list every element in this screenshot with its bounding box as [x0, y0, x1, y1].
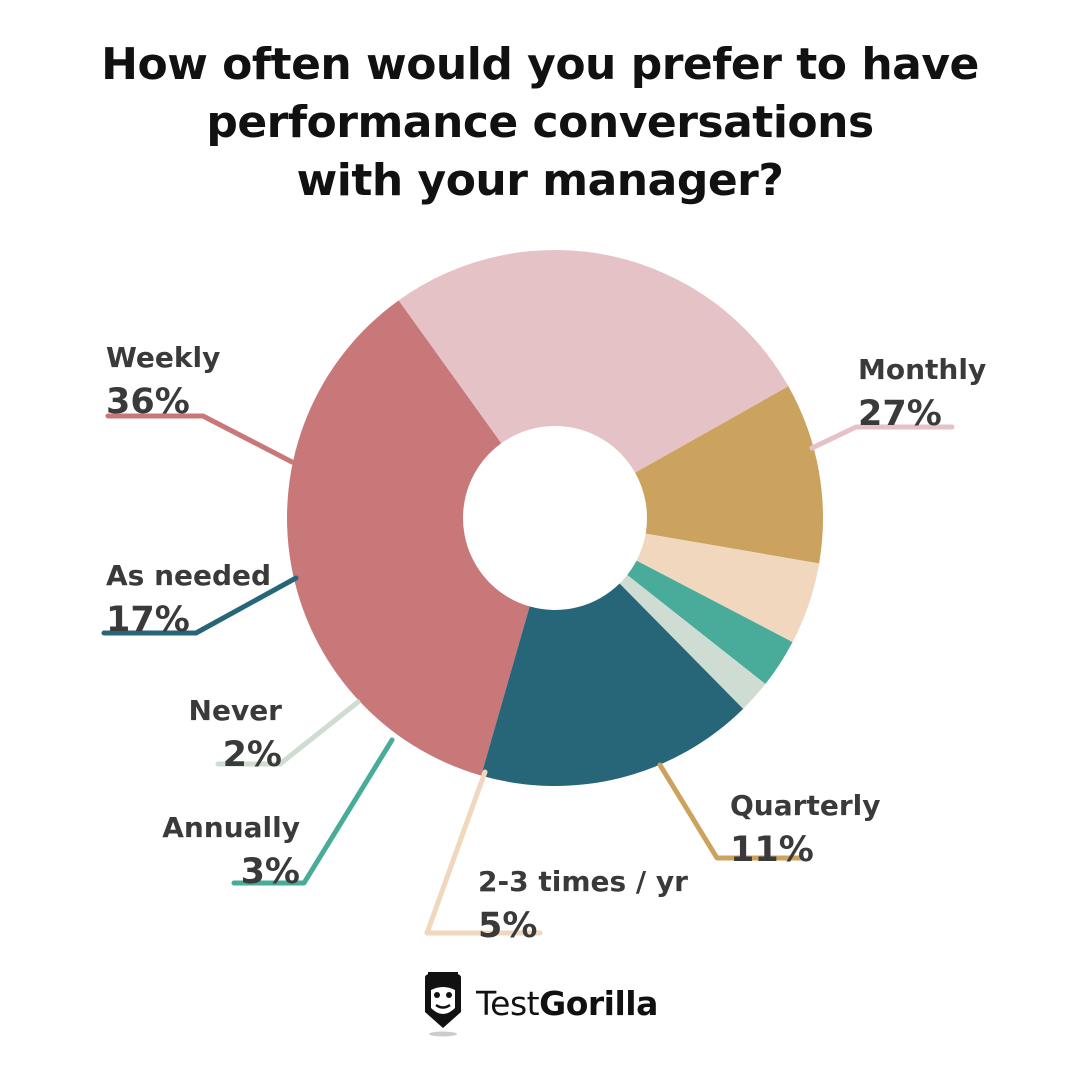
value-label-never: 2%	[223, 735, 282, 775]
slice-never	[619, 574, 766, 709]
gorilla-icon	[425, 972, 462, 1037]
label-never: Never	[189, 694, 283, 727]
title-line-2: performance conversations	[206, 97, 874, 148]
label-quarterly: Quarterly	[730, 789, 880, 822]
slice-annually	[627, 560, 793, 685]
brand-name-bold: Gorilla	[539, 983, 658, 1023]
slice-as-needed	[481, 583, 744, 786]
value-label-weekly: 36%	[106, 382, 190, 422]
value-label-annually: 3%	[241, 852, 300, 892]
label-weekly: Weekly	[106, 341, 220, 374]
leader-line-monthly	[809, 424, 955, 451]
slice-2-3-times-yr	[636, 533, 820, 643]
value-label-2-3-times-yr: 5%	[478, 906, 537, 946]
leader-line-annually	[231, 737, 395, 886]
slice-weekly	[286, 300, 530, 776]
label-annually: Annually	[162, 811, 300, 844]
brand-name-light: Test	[476, 983, 540, 1023]
leader-line-quarterly	[657, 762, 803, 861]
brand-name: TestGorilla	[476, 984, 658, 1023]
label-2-3-times-yr: 2-3 times / yr	[478, 865, 688, 898]
leader-line-2-3-times-yr	[424, 769, 543, 936]
title-line-3: with your manager?	[296, 155, 784, 206]
brand-logo: TestGorilla	[0, 968, 1080, 1038]
chart-title: How often would you prefer to have perfo…	[0, 36, 1080, 210]
leader-line-as-needed	[101, 575, 299, 636]
value-label-quarterly: 11%	[730, 830, 814, 870]
value-label-as-needed: 17%	[106, 600, 190, 640]
slice-quarterly	[635, 386, 823, 564]
leader-line-weekly	[105, 413, 295, 465]
label-monthly: Monthly	[858, 353, 986, 386]
label-as-needed: As needed	[106, 559, 271, 592]
title-line-1: How often would you prefer to have	[101, 39, 979, 90]
leader-line-never	[215, 699, 361, 767]
value-label-monthly: 27%	[858, 394, 942, 434]
slice-monthly	[398, 249, 789, 473]
